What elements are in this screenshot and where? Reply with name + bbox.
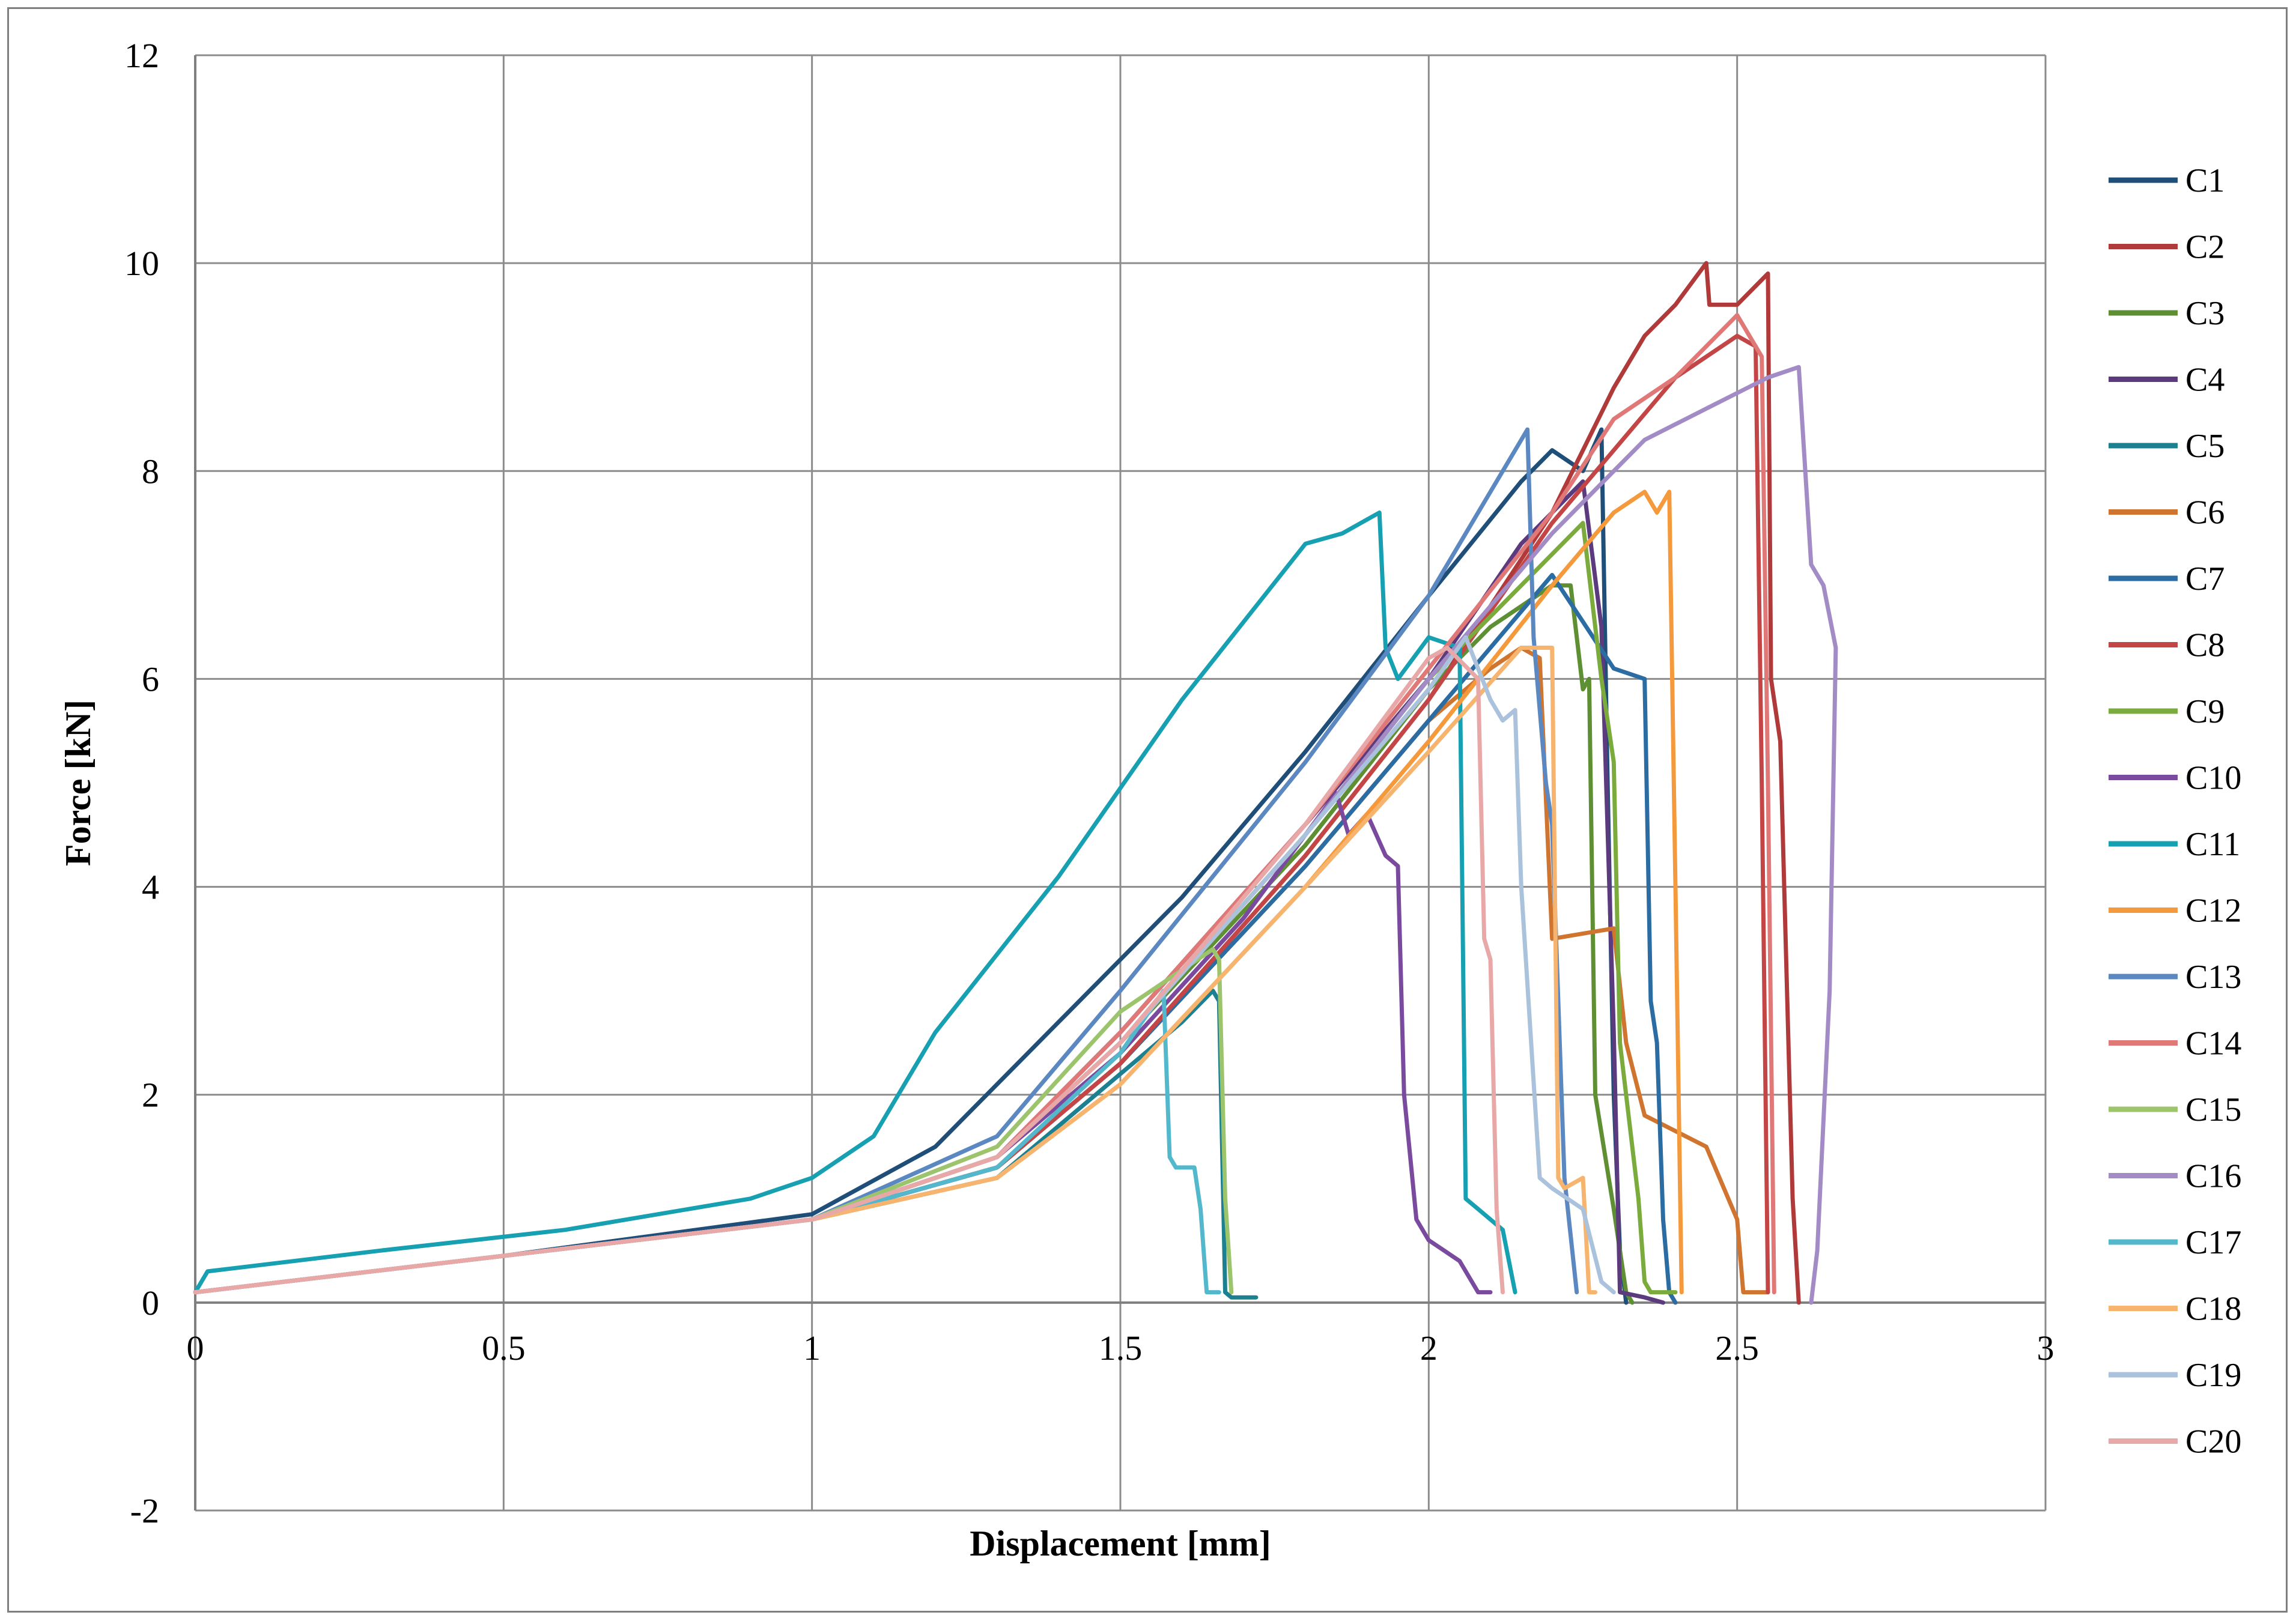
y-tick-label: -2 (130, 1491, 159, 1530)
series-line-c18 (193, 646, 1597, 1295)
legend-label-c14: C14 (2185, 1025, 2241, 1062)
legend-label-c7: C7 (2185, 560, 2225, 598)
y-tick-label: 10 (124, 244, 159, 283)
y-axis-title: Force [kN] (58, 700, 98, 866)
legend-label-c15: C15 (2185, 1091, 2241, 1129)
x-tick-label: 3 (2037, 1329, 2055, 1368)
legend: C1 C2 C3 C4 C5 C6 C7 C8 C9 C10 C11 C12 C13 C14 C15 C16 C… (2109, 162, 2241, 1461)
x-tick-label: 2.5 (1715, 1329, 1759, 1368)
legend-label-c13: C13 (2185, 959, 2241, 996)
legend-label-c4: C4 (2185, 362, 2225, 399)
legend-label-c17: C17 (2185, 1224, 2241, 1261)
legend-label-c3: C3 (2185, 295, 2225, 332)
legend-label-c9: C9 (2185, 693, 2225, 730)
series-line-c20 (193, 646, 1505, 1295)
axes (194, 55, 2045, 1510)
series-line-c6 (193, 646, 1770, 1295)
x-tick-label: 1 (803, 1329, 821, 1368)
legend-label-c18: C18 (2185, 1291, 2241, 1328)
x-axis-title: Displacement [mm] (970, 1524, 1271, 1563)
x-tick-label: 0 (187, 1329, 204, 1368)
legend-label-c1: C1 (2185, 162, 2225, 199)
series-line-c8 (193, 333, 1770, 1295)
y-tick-label: 6 (142, 659, 159, 698)
tick-labels: 0 0.5 1 1.5 2 2.5 3 -2 0 2 4 6 8 10 12 (124, 36, 2055, 1530)
series-group (193, 261, 1838, 1305)
y-tick-label: 4 (142, 868, 159, 907)
legend-label-c8: C8 (2185, 627, 2225, 664)
x-tick-label: 1.5 (1099, 1329, 1143, 1368)
legend-label-c10: C10 (2185, 760, 2241, 797)
legend-label-c2: C2 (2185, 229, 2225, 266)
legend-label-c20: C20 (2185, 1423, 2241, 1461)
legend-label-c12: C12 (2185, 892, 2241, 930)
series-line-c17 (193, 989, 1221, 1295)
legend-label-c5: C5 (2185, 428, 2225, 465)
y-tick-label: 2 (142, 1076, 159, 1115)
series-line-c15 (193, 947, 1234, 1295)
legend-label-c6: C6 (2185, 494, 2225, 532)
legend-label-c16: C16 (2185, 1158, 2241, 1195)
legend-label-c11: C11 (2185, 826, 2240, 863)
series-line-c12 (193, 489, 1684, 1295)
y-tick-label: 12 (124, 36, 159, 75)
y-tick-label: 0 (142, 1283, 159, 1323)
x-tick-label: 0.5 (482, 1329, 526, 1368)
legend-label-c19: C19 (2185, 1357, 2241, 1394)
series-line-c13 (193, 427, 1579, 1295)
x-tick-label: 2 (1420, 1329, 1438, 1368)
y-tick-label: 8 (142, 452, 159, 491)
series-line-c11 (193, 511, 1517, 1295)
chart-frame (7, 7, 2288, 1613)
